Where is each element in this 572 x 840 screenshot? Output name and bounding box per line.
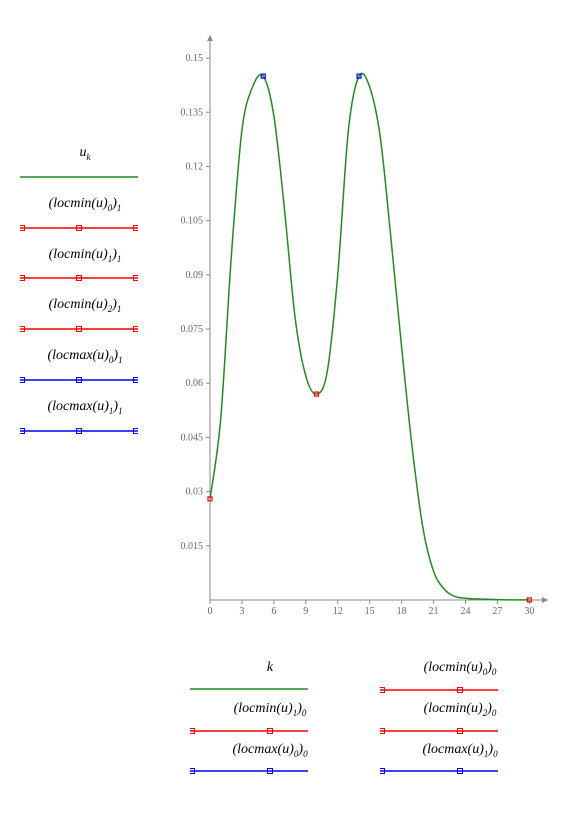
legend-label: uk <box>20 145 150 162</box>
svg-text:0.045: 0.045 <box>181 432 204 443</box>
left-legend: uk (locmin(u)0)1 (locmin(u)1)1 (locmin(u)2)… <box>20 145 150 450</box>
svg-text:0.03: 0.03 <box>186 487 204 498</box>
svg-text:6: 6 <box>271 606 276 617</box>
legend-label: (locmin(u)0)1 <box>20 196 150 213</box>
svg-text:0.12: 0.12 <box>186 161 204 172</box>
legend-swatch <box>190 722 350 730</box>
bottom-legend-row-2: (locmax(u)0)0 (locmax(u)1)0 <box>190 742 550 771</box>
svg-text:0.075: 0.075 <box>181 324 204 335</box>
bottom-legend-item-0-0: k <box>190 660 350 689</box>
svg-text:0.135: 0.135 <box>181 107 204 118</box>
legend-label: (locmin(u)1)1 <box>20 247 150 264</box>
chart-area: 0 3 6 9 12 15 18 21 24 27 30 0.015 0.03 0.045 0.06 0.07… <box>170 30 555 630</box>
svg-text:15: 15 <box>365 606 375 617</box>
svg-text:3: 3 <box>239 606 244 617</box>
left-legend-item-4: (locmax(u)0)1 <box>20 348 150 379</box>
svg-text:12: 12 <box>333 606 343 617</box>
svg-text:0.015: 0.015 <box>181 541 204 552</box>
chart-svg: 0 3 6 9 12 15 18 21 24 27 30 0.015 0.03 0.045 0.06 0.07… <box>170 30 555 650</box>
bottom-legend-item-1-1: (locmin(u)2)0 <box>380 701 540 730</box>
svg-text:0.105: 0.105 <box>181 216 204 227</box>
legend-swatch <box>20 422 150 430</box>
legend-swatch <box>380 762 540 770</box>
legend-swatch <box>190 762 350 770</box>
svg-text:0.15: 0.15 <box>186 53 204 64</box>
legend-swatch <box>20 168 150 176</box>
legend-swatch <box>190 680 350 688</box>
svg-text:27: 27 <box>492 606 502 617</box>
svg-text:0: 0 <box>208 606 213 617</box>
left-legend-item-5: (locmax(u)1)1 <box>20 399 150 430</box>
legend-label: (locmin(u)2)1 <box>20 297 150 314</box>
legend-label: (locmax(u)0)0 <box>190 742 350 759</box>
legend-label: k <box>190 660 350 676</box>
left-legend-item-2: (locmin(u)1)1 <box>20 247 150 278</box>
bottom-legend-item-1-0: (locmin(u)1)0 <box>190 701 350 730</box>
legend-swatch <box>380 722 540 730</box>
legend-label: (locmax(u)1)0 <box>380 742 540 759</box>
left-legend-item-1: (locmin(u)0)1 <box>20 196 150 227</box>
bottom-legend-item-2-0: (locmax(u)0)0 <box>190 742 350 771</box>
legend-swatch <box>20 320 150 328</box>
bottom-legend-item-2-1: (locmax(u)1)0 <box>380 742 540 771</box>
svg-text:9: 9 <box>303 606 308 617</box>
legend-swatch <box>20 371 150 379</box>
bottom-legend: k (locmin(u)0)0 (locmin(u)1)0 (locmin(u)2)0… <box>190 660 550 782</box>
legend-swatch <box>20 269 150 277</box>
legend-label: (locmax(u)0)1 <box>20 348 150 365</box>
left-legend-item-0: uk <box>20 145 150 176</box>
bottom-legend-item-0-1: (locmin(u)0)0 <box>380 660 540 689</box>
legend-swatch <box>380 681 540 689</box>
svg-text:30: 30 <box>524 606 534 617</box>
bottom-legend-row-0: k (locmin(u)0)0 <box>190 660 550 689</box>
svg-text:24: 24 <box>460 606 470 617</box>
svg-text:0.06: 0.06 <box>186 378 204 389</box>
svg-text:18: 18 <box>397 606 407 617</box>
legend-label: (locmin(u)1)0 <box>190 701 350 718</box>
page-container: uk (locmin(u)0)1 (locmin(u)1)1 (locmin(u)2)… <box>0 0 572 840</box>
legend-label: (locmax(u)1)1 <box>20 399 150 416</box>
bottom-legend-row-1: (locmin(u)1)0 (locmin(u)2)0 <box>190 701 550 730</box>
legend-label: (locmin(u)2)0 <box>380 701 540 718</box>
left-legend-item-3: (locmin(u)2)1 <box>20 297 150 328</box>
svg-text:21: 21 <box>429 606 439 617</box>
legend-label: (locmin(u)0)0 <box>380 660 540 677</box>
svg-text:0.09: 0.09 <box>186 270 204 281</box>
legend-swatch <box>20 219 150 227</box>
